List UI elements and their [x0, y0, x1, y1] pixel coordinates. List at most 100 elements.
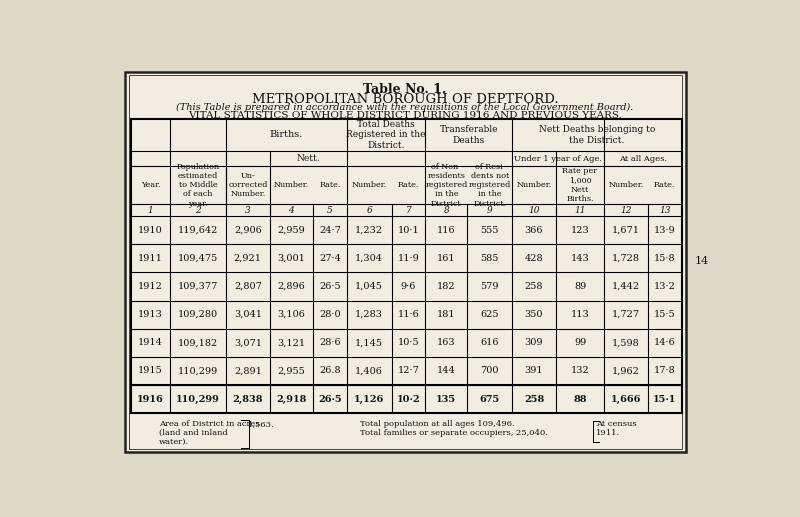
Text: 27·4: 27·4: [319, 254, 341, 263]
Text: 366: 366: [525, 226, 543, 235]
Text: 89: 89: [574, 282, 586, 291]
Text: 119,642: 119,642: [178, 226, 218, 235]
Text: 28·0: 28·0: [319, 310, 341, 319]
Text: 11·6: 11·6: [398, 310, 419, 319]
Text: 10·1: 10·1: [398, 226, 419, 235]
Text: 555: 555: [481, 226, 499, 235]
Text: 99: 99: [574, 338, 586, 347]
Text: 88: 88: [574, 394, 587, 404]
Text: 15·1: 15·1: [653, 394, 676, 404]
Text: of Resi-
dents not
registered
in the
District.: of Resi- dents not registered in the Dis…: [469, 163, 511, 208]
Text: 1,598: 1,598: [612, 338, 640, 347]
Text: 2,891: 2,891: [234, 367, 262, 375]
Text: 1912: 1912: [138, 282, 163, 291]
Text: Total population at all ages 109,496.
Total families or separate occupiers, 25,0: Total population at all ages 109,496. To…: [360, 420, 548, 437]
Text: 428: 428: [525, 254, 543, 263]
Text: 15·5: 15·5: [654, 310, 675, 319]
Text: 14·6: 14·6: [654, 338, 675, 347]
Text: Area of District in acres
(land and inland
water).: Area of District in acres (land and inla…: [159, 420, 259, 446]
Text: 10·5: 10·5: [398, 338, 419, 347]
Text: 1,671: 1,671: [612, 226, 640, 235]
Text: 309: 309: [525, 338, 543, 347]
Text: 161: 161: [437, 254, 456, 263]
Text: 110,299: 110,299: [178, 367, 218, 375]
Text: 12·7: 12·7: [398, 367, 419, 375]
Text: Under 1 year of Age.: Under 1 year of Age.: [514, 155, 602, 163]
Text: 1,145: 1,145: [355, 338, 383, 347]
Text: At all Ages.: At all Ages.: [619, 155, 667, 163]
Text: 6: 6: [366, 206, 372, 215]
Text: Nett.: Nett.: [296, 154, 320, 163]
Text: 123: 123: [570, 226, 590, 235]
Text: of Non-
residents
registered
in the
District: of Non- residents registered in the Dist…: [426, 163, 467, 208]
Text: 1916: 1916: [137, 394, 164, 404]
Text: 10: 10: [528, 206, 540, 215]
Text: 350: 350: [525, 310, 543, 319]
Text: 3,071: 3,071: [234, 338, 262, 347]
Text: 181: 181: [437, 310, 456, 319]
Text: 13·2: 13·2: [654, 282, 676, 291]
Text: 9: 9: [487, 206, 493, 215]
Text: Transferable
Deaths: Transferable Deaths: [439, 125, 498, 145]
Text: 110,299: 110,299: [176, 394, 220, 404]
Text: 585: 585: [481, 254, 499, 263]
Text: 116: 116: [437, 226, 456, 235]
Text: 3,106: 3,106: [278, 310, 306, 319]
Text: 625: 625: [481, 310, 499, 319]
Text: Rate.: Rate.: [319, 181, 341, 189]
Text: Year.: Year.: [141, 181, 160, 189]
Text: 143: 143: [570, 254, 590, 263]
Text: Table No. 1.: Table No. 1.: [363, 83, 446, 96]
Text: 700: 700: [481, 367, 499, 375]
Text: 2,955: 2,955: [278, 367, 305, 375]
Text: 258: 258: [524, 394, 544, 404]
Text: 11: 11: [574, 206, 586, 215]
Text: 3,121: 3,121: [278, 338, 306, 347]
Text: 14: 14: [694, 256, 709, 266]
Text: 1910: 1910: [138, 226, 163, 235]
Text: 1,962: 1,962: [612, 367, 640, 375]
Text: 391: 391: [525, 367, 543, 375]
Text: 3,001: 3,001: [278, 254, 306, 263]
Text: 24·7: 24·7: [319, 226, 341, 235]
Text: 182: 182: [437, 282, 456, 291]
Text: 13·9: 13·9: [654, 226, 675, 235]
Text: 2: 2: [195, 206, 201, 215]
Text: Number.: Number.: [274, 181, 309, 189]
Text: 8: 8: [443, 206, 450, 215]
Text: Un-
corrected
Number.: Un- corrected Number.: [228, 172, 267, 199]
Text: 11·9: 11·9: [398, 254, 419, 263]
Text: 1,727: 1,727: [612, 310, 640, 319]
Text: 1911: 1911: [138, 254, 163, 263]
Text: 1,728: 1,728: [612, 254, 640, 263]
Text: 15·8: 15·8: [654, 254, 675, 263]
Text: 7: 7: [406, 206, 411, 215]
Text: 1913: 1913: [138, 310, 163, 319]
Text: METROPOLITAN BOROUGH OF DEPTFORD.: METROPOLITAN BOROUGH OF DEPTFORD.: [252, 93, 558, 106]
Text: 1,232: 1,232: [355, 226, 383, 235]
Text: 17·8: 17·8: [654, 367, 675, 375]
Text: 12: 12: [620, 206, 632, 215]
Text: 132: 132: [570, 367, 590, 375]
Text: 2,807: 2,807: [234, 282, 262, 291]
Text: 1,126: 1,126: [354, 394, 384, 404]
Text: 144: 144: [437, 367, 456, 375]
Text: Population
estimated
to Middle
of each
year.: Population estimated to Middle of each y…: [177, 163, 220, 208]
Text: 1,283: 1,283: [355, 310, 383, 319]
Text: 2,959: 2,959: [278, 226, 305, 235]
Text: 3: 3: [245, 206, 250, 215]
Text: Total Deaths
Registered in the
District.: Total Deaths Registered in the District.: [346, 120, 426, 150]
Text: 1: 1: [148, 206, 154, 215]
Text: VITAL STATISTICS OF WHOLE DISTRICT DURING 1916 AND PREVIOUS YEARS.: VITAL STATISTICS OF WHOLE DISTRICT DURIN…: [188, 111, 622, 120]
Text: 113: 113: [570, 310, 590, 319]
Text: Rate.: Rate.: [398, 181, 419, 189]
Text: (This Table is prepared in accordance with the requisitions of the Local Governm: (This Table is prepared in accordance wi…: [176, 103, 634, 112]
Text: 26.8: 26.8: [319, 367, 341, 375]
Text: At census
1911.: At census 1911.: [596, 420, 637, 437]
Text: 675: 675: [480, 394, 500, 404]
Text: Births.: Births.: [270, 130, 303, 140]
Text: 2,838: 2,838: [233, 394, 263, 404]
Text: 4: 4: [289, 206, 294, 215]
Text: 9·6: 9·6: [401, 282, 416, 291]
Text: 2,921: 2,921: [234, 254, 262, 263]
